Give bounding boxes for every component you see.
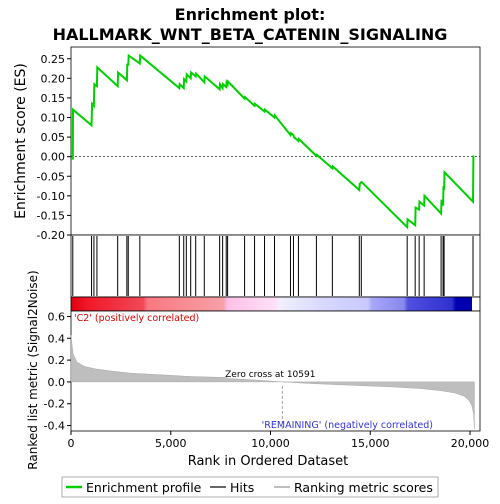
hits-panel <box>70 234 481 298</box>
hit-markers <box>72 236 474 296</box>
es-y-tick-label: 0.10 <box>41 112 66 125</box>
x-tick-label: 5,000 <box>155 437 187 450</box>
chart-title-line2: HALLMARK_WNT_BETA_CATENIN_SIGNALING <box>53 25 448 44</box>
metric-panel: 0.6 0.4 0.2 0.0 -0.2 -0.4 0 5,000 10,000 15,000 2… <box>26 270 489 469</box>
metric-y-tick-label: -0.2 <box>44 398 65 411</box>
es-y-tick-label: 0.15 <box>41 92 66 105</box>
es-y-tick-label: -0.05 <box>37 170 65 183</box>
metric-y-tick-label: 0.2 <box>48 354 66 367</box>
metric-y-tick-label: -0.4 <box>44 420 65 433</box>
es-y-tick-label: 0.20 <box>41 72 66 85</box>
es-panel: 0.25 0.20 0.15 0.10 0.05 0.00 -0.05 -0.10 -0.15 -… <box>13 46 481 242</box>
legend-label-hits: Hits <box>230 480 254 495</box>
legend-frame <box>61 476 439 498</box>
chart-title-line1: Enrichment plot: <box>175 5 326 24</box>
es-y-tick-label: -0.15 <box>37 209 65 222</box>
legend-label-ranking: Ranking metric scores <box>294 480 433 495</box>
es-y-tick-label: -0.20 <box>37 229 65 242</box>
es-y-axis: 0.25 0.20 0.15 0.10 0.05 0.00 -0.05 -0.10 -0.15 -… <box>37 53 71 242</box>
x-tick-label: 0 <box>68 437 75 450</box>
positive-correlation-label: 'C2' (positively correlated) <box>74 313 199 324</box>
metric-y-tick-label: 0.0 <box>48 376 66 389</box>
metric-plot-frame <box>70 310 481 432</box>
es-y-axis-label: Enrichment score (ES) <box>13 63 29 219</box>
metric-y-tick-label: 0.4 <box>48 332 66 345</box>
es-y-tick-label: 0.25 <box>41 53 66 66</box>
es-y-tick-label: 0.00 <box>41 151 66 164</box>
ranking-heat-strip <box>71 297 472 311</box>
legend-label-enrichment: Enrichment profile <box>86 480 202 495</box>
zero-cross-label: Zero cross at 10591 <box>225 370 315 380</box>
ranking-metric-area <box>70 334 475 429</box>
metric-x-axis: 0 5,000 10,000 15,000 20,000 <box>68 431 490 450</box>
ranking-color-bar <box>70 296 481 312</box>
hits-frame <box>70 234 481 298</box>
es-y-tick-label: 0.05 <box>41 131 66 144</box>
es-plot-frame <box>70 46 481 236</box>
x-tick-label: 10,000 <box>251 437 290 450</box>
legend: Enrichment profile Hits Ranking metric s… <box>61 476 439 498</box>
negative-correlation-label: 'REMAINING' (negatively correlated) <box>262 420 433 431</box>
metric-y-axis: 0.6 0.4 0.2 0.0 -0.2 -0.4 <box>44 310 71 433</box>
es-y-tick-label: -0.10 <box>37 190 65 203</box>
metric-y-tick-label: 0.6 <box>48 310 66 323</box>
ranking-heat-strip-end <box>472 297 480 311</box>
x-axis-label: Rank in Ordered Dataset <box>188 454 349 469</box>
metric-y-axis-label: Ranked list metric (Signal2Noise) <box>26 270 40 469</box>
x-tick-label: 20,000 <box>451 437 490 450</box>
enrichment-profile-line <box>71 53 475 230</box>
x-tick-label: 15,000 <box>351 437 390 450</box>
